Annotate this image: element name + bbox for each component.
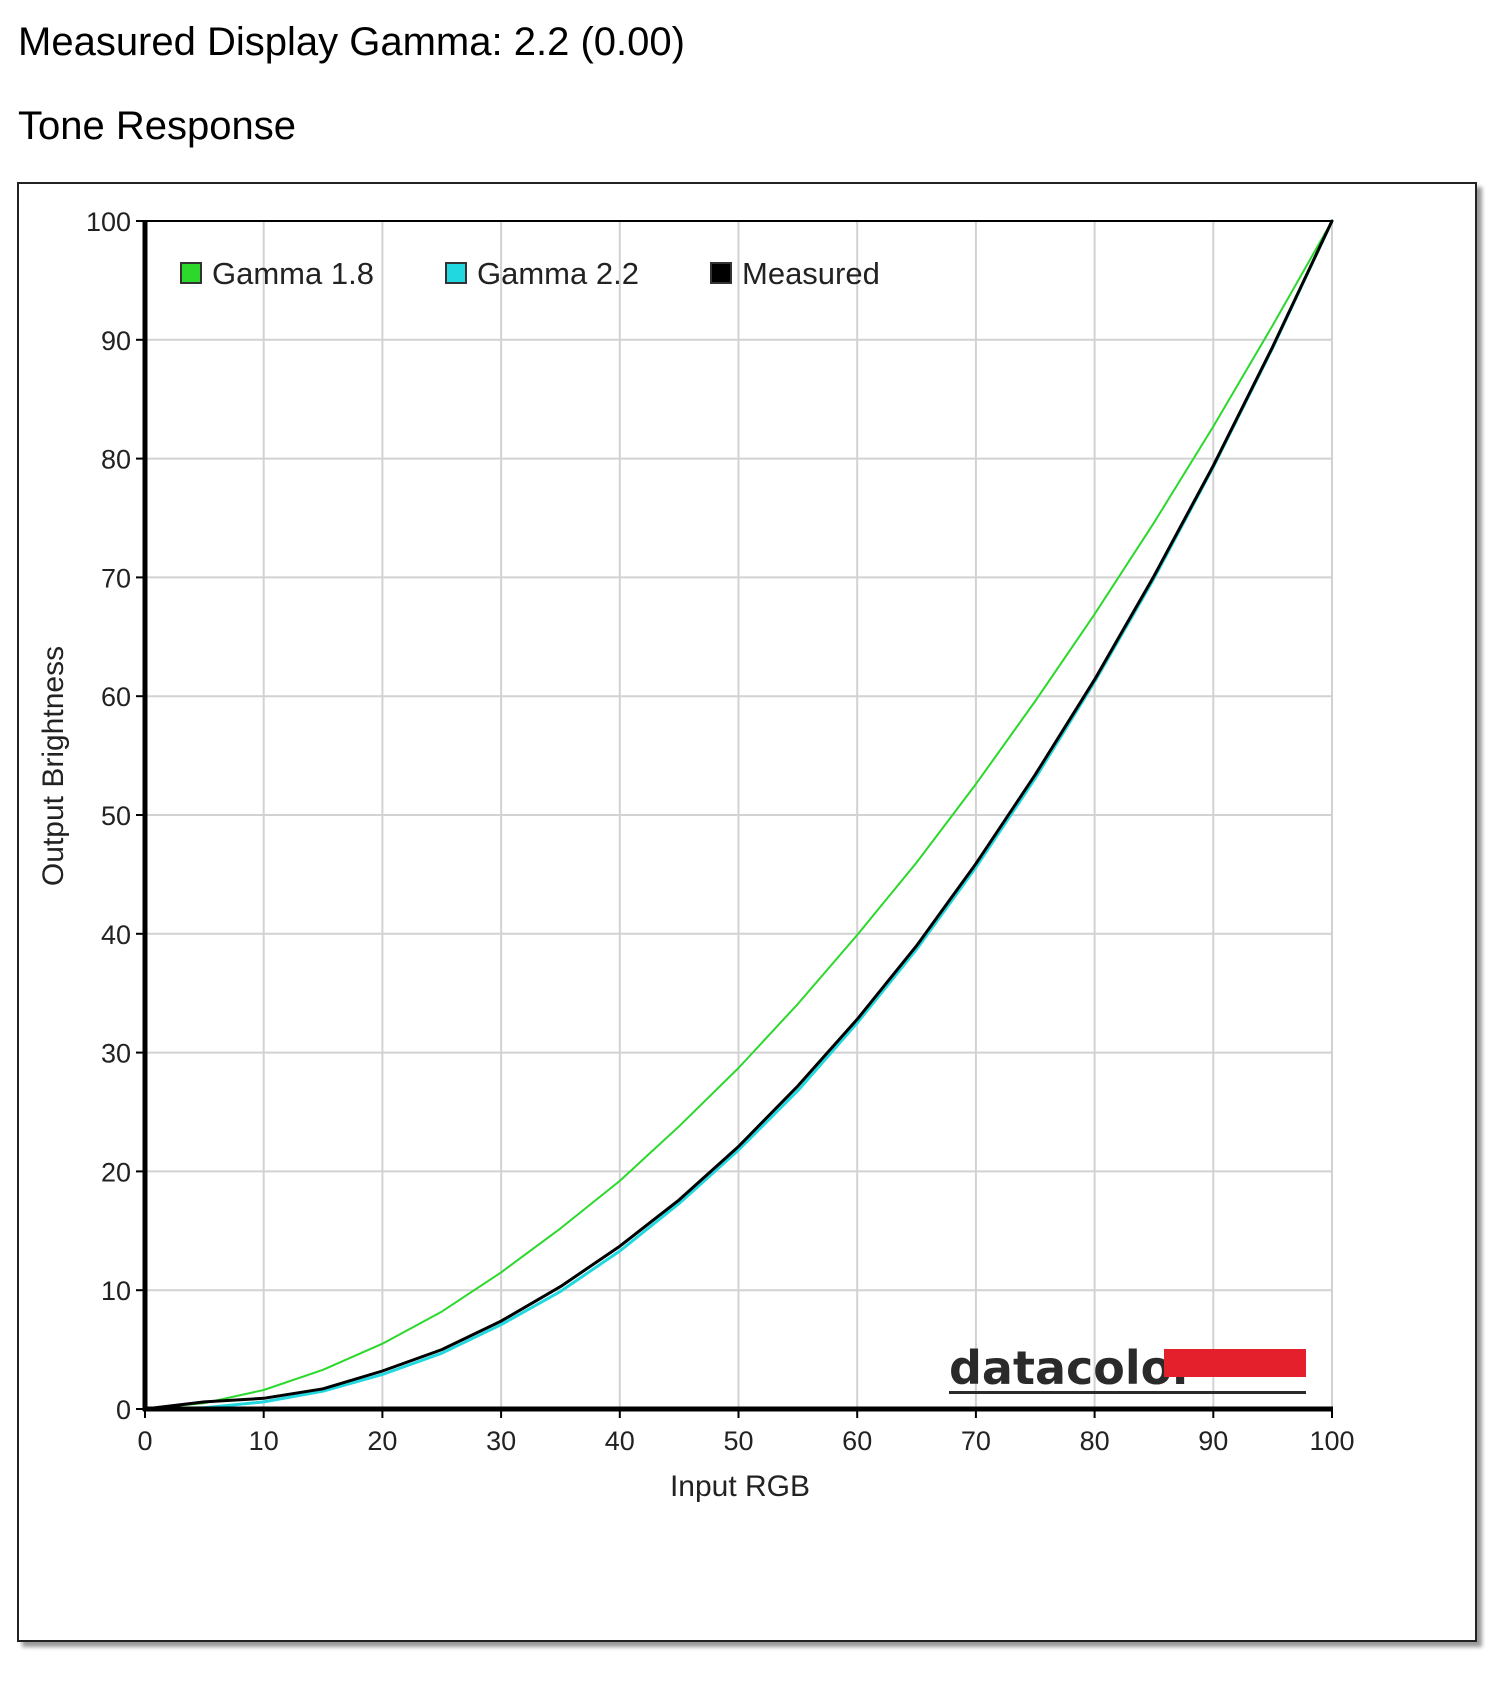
- legend-swatch-measured: [710, 262, 732, 284]
- x-tick-label: 0: [137, 1426, 152, 1456]
- x-tick-label: 60: [842, 1426, 872, 1456]
- measured-gamma-heading: Measured Display Gamma: 2.2 (0.00): [18, 20, 685, 64]
- x-tick-label: 90: [1198, 1426, 1228, 1456]
- tone-response-chart: 0 10 20 30 40 50 60 70 80 90 100 0 10 20 30 40 50 60 70 80 9…: [17, 182, 1477, 1642]
- tone-response-heading: Tone Response: [18, 104, 296, 148]
- logo-red-bar: [1164, 1349, 1306, 1377]
- x-tick-label: 30: [486, 1426, 516, 1456]
- legend-label-measured: Measured: [742, 256, 880, 291]
- datacolor-logo: datacolor: [949, 1341, 1306, 1395]
- y-tick-label: 20: [101, 1157, 131, 1187]
- series-line-measured: [143, 219, 1334, 1411]
- y-axis-title: Output Brightness: [37, 646, 70, 886]
- x-tick-label: 20: [367, 1426, 397, 1456]
- y-tick-label: 0: [116, 1395, 131, 1425]
- y-tick-label: 30: [101, 1039, 131, 1069]
- y-tick-label: 10: [101, 1276, 131, 1306]
- legend-swatch-gamma-2-2: [445, 262, 467, 284]
- logo-underline: [949, 1391, 1306, 1394]
- x-tick-label: 40: [605, 1426, 635, 1456]
- y-tick-label: 70: [101, 563, 131, 593]
- x-axis-title: Input RGB: [670, 1470, 810, 1503]
- x-tick-label: 100: [1309, 1426, 1354, 1456]
- x-tick-label: 70: [961, 1426, 991, 1456]
- chart-svg: 0 10 20 30 40 50 60 70 80 90 100 0 10 20 30 40 50 60 70 80 9…: [37, 207, 1355, 1503]
- x-tick-label: 10: [249, 1426, 279, 1456]
- legend: Gamma 1.8 Gamma 2.2 Measured: [180, 256, 880, 291]
- y-tick-label: 100: [86, 207, 131, 237]
- x-tick-label: 80: [1080, 1426, 1110, 1456]
- y-tick-label: 50: [101, 801, 131, 831]
- y-tick-label: 40: [101, 920, 131, 950]
- y-tick-label: 80: [101, 445, 131, 475]
- series-layer: [143, 219, 1334, 1411]
- legend-label-gamma-1-8: Gamma 1.8: [212, 256, 374, 291]
- grid-layer: [145, 220, 1333, 1409]
- x-tick-label: 50: [723, 1426, 753, 1456]
- tick-layer: 0 10 20 30 40 50 60 70 80 90 100 0 10 20 30 40 50 60 70 80 9…: [86, 207, 1355, 1456]
- y-tick-label: 90: [101, 326, 131, 356]
- logo-text: datacolor: [949, 1341, 1195, 1395]
- legend-label-gamma-2-2: Gamma 2.2: [477, 256, 639, 291]
- series-line-gamma-1-8: [144, 220, 1333, 1410]
- y-tick-label: 60: [101, 682, 131, 712]
- legend-swatch-gamma-1-8: [180, 262, 202, 284]
